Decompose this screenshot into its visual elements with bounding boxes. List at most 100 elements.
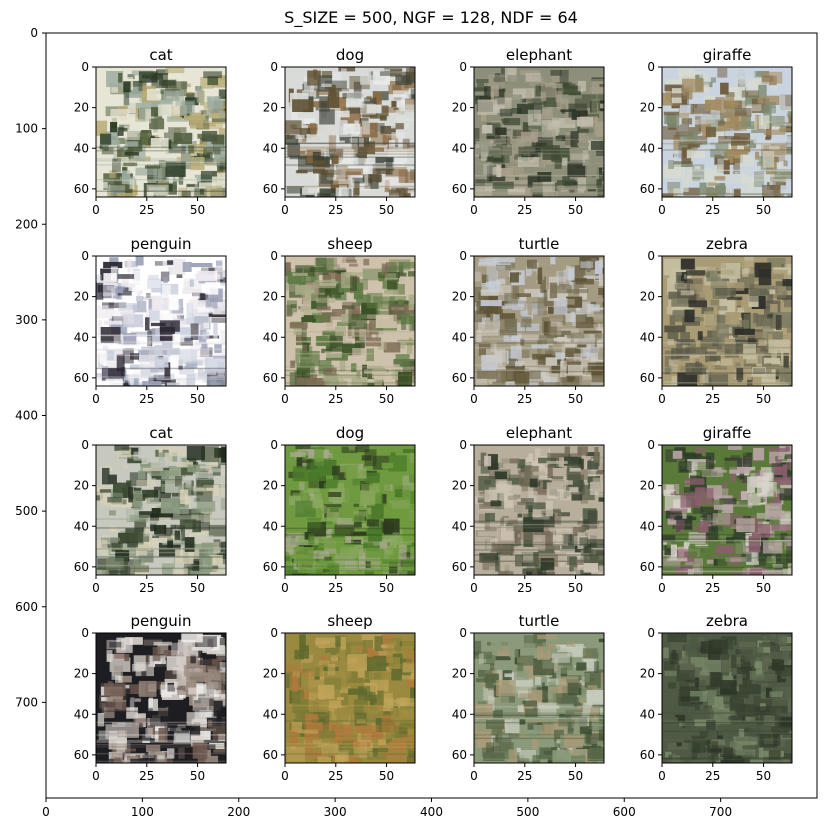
panel-y-tick-label: 40 <box>74 330 89 344</box>
panel-y-tick-label: 0 <box>81 626 89 640</box>
outer-x-tick-label: 600 <box>613 805 636 819</box>
panel-title: cat <box>149 424 172 442</box>
panel-y-tick-label: 40 <box>640 330 655 344</box>
panel-y-tick-label: 40 <box>263 141 278 155</box>
panel-y-tick-label: 40 <box>74 141 89 155</box>
panel-y-tick-label: 40 <box>640 141 655 155</box>
panel-title: cat <box>149 46 172 64</box>
panel-frame <box>473 632 605 764</box>
panel-y-tick-label: 60 <box>74 182 89 196</box>
panel-x-tick-label: 50 <box>756 769 771 783</box>
panel-x-tick-label: 0 <box>92 203 100 217</box>
panel-image <box>662 633 792 763</box>
panel-x-tick-label: 0 <box>92 581 100 595</box>
panel-frame <box>661 255 793 387</box>
panel-y-tick-label: 60 <box>263 371 278 385</box>
outer-x-tick-label: 200 <box>227 805 250 819</box>
panel-image <box>96 445 226 575</box>
panel-y-tick-label: 0 <box>81 438 89 452</box>
outer-y-tick-label: 400 <box>15 409 38 423</box>
panel-y-tick-label: 0 <box>81 249 89 263</box>
panel-title: dog <box>336 424 364 442</box>
panel-y-tick-label: 60 <box>452 182 467 196</box>
panel-penguin: penguin 0 25 50 0 20 40 60 <box>74 235 227 406</box>
panel-y-tick-label: 40 <box>263 330 278 344</box>
panel-frame <box>661 66 793 198</box>
figure-title: S_SIZE = 500, NGF = 128, NDF = 64 <box>284 8 578 28</box>
panel-zebra: zebra 0 25 50 0 20 40 60 <box>640 235 793 406</box>
panel-y-tick-label: 60 <box>452 560 467 574</box>
panel-x-tick-label: 50 <box>756 581 771 595</box>
panel-y-tick-label: 60 <box>74 371 89 385</box>
panel-y-tick-label: 20 <box>452 290 467 304</box>
panel-frame <box>661 632 793 764</box>
panel-y-tick-label: 20 <box>263 290 278 304</box>
panel-y-tick-label: 60 <box>263 560 278 574</box>
panel-y-tick-label: 40 <box>640 707 655 721</box>
panel-x-tick-label: 25 <box>139 203 154 217</box>
panel-y-tick-label: 20 <box>640 479 655 493</box>
panel-title: turtle <box>519 612 560 630</box>
panel-y-tick-label: 20 <box>74 667 89 681</box>
panel-title: elephant <box>506 46 572 64</box>
panel-title: giraffe <box>703 46 752 64</box>
panel-elephant: elephant 0 25 50 0 20 40 60 <box>452 46 605 217</box>
panel-y-tick-label: 20 <box>263 667 278 681</box>
panel-y-tick-label: 20 <box>263 101 278 115</box>
panel-sheep: sheep 0 25 50 0 20 40 60 <box>263 612 416 783</box>
panel-x-tick-label: 0 <box>658 581 666 595</box>
panel-frame <box>95 255 227 387</box>
panel-x-tick-label: 25 <box>705 769 720 783</box>
panel-y-tick-label: 60 <box>263 748 278 762</box>
panel-turtle: turtle 0 25 50 0 20 40 60 <box>452 235 605 406</box>
panel-y-tick-label: 40 <box>452 330 467 344</box>
panel-x-tick-label: 25 <box>139 581 154 595</box>
panel-frame <box>284 632 416 764</box>
panel-x-tick-label: 0 <box>470 769 478 783</box>
outer-x-tick-label: 700 <box>709 805 732 819</box>
panel-x-tick-label: 50 <box>379 581 394 595</box>
panel-title: giraffe <box>703 424 752 442</box>
panel-frame <box>95 444 227 576</box>
panel-x-tick-label: 25 <box>705 392 720 406</box>
outer-y-tick-label: 300 <box>15 313 38 327</box>
panel-y-tick-label: 60 <box>640 748 655 762</box>
panel-image <box>285 256 415 386</box>
panel-x-tick-label: 50 <box>568 581 583 595</box>
outer-y-tick-label: 500 <box>15 504 38 518</box>
panel-x-tick-label: 0 <box>658 769 666 783</box>
panel-y-tick-label: 0 <box>270 438 278 452</box>
panel-image <box>662 256 792 386</box>
panel-frame <box>284 444 416 576</box>
panel-y-tick-label: 40 <box>640 519 655 533</box>
panel-x-tick-label: 0 <box>470 581 478 595</box>
panel-y-tick-label: 60 <box>640 371 655 385</box>
panel-title: zebra <box>706 612 748 630</box>
panel-title: turtle <box>519 235 560 253</box>
panel-dog: dog 0 25 50 0 20 40 60 <box>263 46 416 217</box>
panel-x-tick-label: 50 <box>568 769 583 783</box>
panel-y-tick-label: 0 <box>647 60 655 74</box>
panel-frame <box>661 444 793 576</box>
panel-y-tick-label: 60 <box>263 182 278 196</box>
panel-x-tick-label: 50 <box>379 769 394 783</box>
panel-y-tick-label: 40 <box>452 519 467 533</box>
panel-x-tick-label: 0 <box>92 392 100 406</box>
outer-y-tick-label: 0 <box>30 26 38 40</box>
outer-y-tick-label: 700 <box>15 695 38 709</box>
panel-y-tick-label: 60 <box>74 560 89 574</box>
panel-x-tick-label: 50 <box>190 581 205 595</box>
panel-image <box>285 633 415 763</box>
panel-x-tick-label: 50 <box>756 392 771 406</box>
panel-title: zebra <box>706 235 748 253</box>
panel-y-tick-label: 20 <box>640 290 655 304</box>
panel-x-tick-label: 25 <box>705 203 720 217</box>
panel-x-tick-label: 25 <box>139 769 154 783</box>
panel-sheep: sheep 0 25 50 0 20 40 60 <box>263 235 416 406</box>
panel-giraffe: giraffe 0 25 50 0 20 40 60 <box>640 46 793 217</box>
panel-x-tick-label: 0 <box>281 581 289 595</box>
panel-x-tick-label: 50 <box>568 392 583 406</box>
panel-frame <box>473 444 605 576</box>
panel-y-tick-label: 40 <box>452 141 467 155</box>
outer-y-tick-label: 200 <box>15 217 38 231</box>
